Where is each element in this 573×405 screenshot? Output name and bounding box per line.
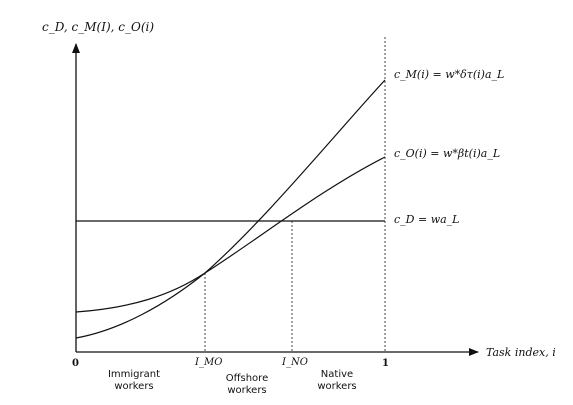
tick-imo: I_MO [195,357,223,368]
region-immigrant-workers: Immigrant workers [104,369,164,393]
region-native-workers: Native workers [312,369,362,393]
cm-curve [75,79,386,339]
tick-ino: I_NO [282,357,308,368]
tick-one: 1 [382,358,389,369]
region-offshore-line2: workers [227,385,267,396]
region-offshore-line1: Offshore [225,373,269,384]
tick-zero: 0 [72,358,79,369]
co-curve [75,156,386,313]
cm-equation: c_M(i) = w*δτ(i)a_L [394,68,505,81]
y-axis-label: c_D, c_M(I), c_O(i) [42,20,155,34]
region-immigrant-line2: workers [114,381,154,392]
x-axis-label: Task index, i [486,346,556,359]
region-immigrant-line1: Immigrant [107,369,161,380]
co-equation: c_O(i) = w*βt(i)a_L [394,147,501,160]
cd-equation: c_D = wa_L [394,213,460,226]
region-native-line1: Native [320,369,354,380]
region-offshore-workers: Offshore workers [219,373,275,397]
region-native-line2: workers [317,381,357,392]
